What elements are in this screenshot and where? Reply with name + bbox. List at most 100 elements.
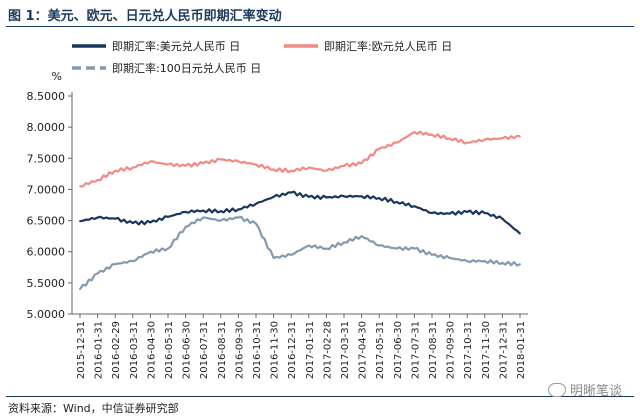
x-tick-label: 2015-12-31 <box>76 321 87 379</box>
data-point <box>290 169 293 172</box>
x-tick-label: 2017-11-30 <box>481 321 492 379</box>
data-point <box>483 138 486 141</box>
data-point <box>431 133 433 136</box>
data-point <box>290 191 293 194</box>
data-point <box>96 272 99 275</box>
data-point <box>167 215 169 218</box>
watermark-text: 明晰笔谈 <box>569 384 622 399</box>
data-point <box>448 137 451 140</box>
x-tick-label: 2017-02-28 <box>322 321 333 379</box>
x-tick-label: 2017-09-30 <box>446 321 457 379</box>
y-tick-label: 7.5000 <box>27 152 66 165</box>
x-tick-label: 2016-03-31 <box>129 321 140 379</box>
data-point <box>431 212 433 214</box>
y-tick-label: 6.0000 <box>27 246 66 259</box>
x-tick-label: 2017-05-31 <box>375 321 386 379</box>
data-point <box>501 217 504 220</box>
y-tick-label: 7.0000 <box>27 183 66 196</box>
data-point <box>325 247 328 250</box>
data-point <box>290 253 293 256</box>
data-point <box>448 257 451 259</box>
x-tick-label: 2016-02-29 <box>111 321 122 379</box>
data-point <box>272 168 275 171</box>
series-line-0 <box>79 190 521 235</box>
data-point <box>131 166 134 169</box>
data-point <box>255 222 257 225</box>
data-point <box>395 141 398 144</box>
data-point <box>325 169 328 172</box>
data-point <box>184 164 187 167</box>
data-point <box>395 247 398 250</box>
x-tick-label: 2016-04-30 <box>146 321 157 379</box>
x-tick-label: 2017-06-30 <box>393 321 404 379</box>
data-point <box>167 163 169 166</box>
x-tick-label: 2016-08-31 <box>217 321 228 379</box>
source-note: 资料来源：Wind，中信证券研究部 <box>8 402 179 415</box>
legend: 即期汇率:美元兑人民币 日 即期汇率:欧元兑人民币 日即期汇率:100日元兑人民币… <box>72 39 452 75</box>
data-point <box>202 209 205 212</box>
data-point <box>167 247 169 250</box>
data-point <box>343 195 345 198</box>
data-point <box>114 217 117 220</box>
data-point <box>237 160 240 163</box>
x-tick-label: 2017-07-31 <box>410 321 421 379</box>
data-point <box>431 253 433 256</box>
data-point <box>219 219 222 222</box>
legend-label: 即期汇率:美元兑人民币 日 <box>112 39 240 53</box>
y-tick-label: 6.5000 <box>27 215 66 228</box>
data-point <box>272 257 275 259</box>
data-point <box>114 169 117 172</box>
data-point <box>501 262 504 264</box>
data-point <box>360 195 363 198</box>
data-point <box>149 221 152 224</box>
data-point <box>237 216 240 219</box>
data-point <box>114 263 117 266</box>
footer-divider <box>6 396 634 397</box>
data-point <box>343 164 345 167</box>
legend-label: 即期汇率:欧元兑人民币 日 <box>324 39 452 53</box>
data-point <box>202 162 205 165</box>
data-point <box>307 244 310 247</box>
data-point <box>184 210 187 213</box>
data-point <box>448 212 451 215</box>
data-point <box>378 244 381 247</box>
x-tick-label: 2016-11-30 <box>270 321 281 379</box>
data-point <box>149 160 152 163</box>
data-point <box>378 148 381 150</box>
data-point <box>184 225 187 228</box>
title-divider <box>6 26 634 27</box>
data-point <box>519 135 521 138</box>
x-tick-label: 2017-08-31 <box>428 321 439 379</box>
data-point <box>325 196 328 199</box>
data-point <box>378 197 381 200</box>
data-point <box>343 241 345 244</box>
legend-label: 即期汇率:100日元兑人民币 日 <box>112 61 261 75</box>
data-point <box>96 216 99 219</box>
data-point <box>307 166 310 169</box>
watermark: 明晰笔谈 <box>547 380 622 399</box>
data-point <box>360 162 363 165</box>
x-tick-label: 2017-03-31 <box>340 321 351 379</box>
x-tick-label: 2016-10-31 <box>252 321 263 379</box>
data-point <box>519 263 521 266</box>
data-point <box>466 210 469 213</box>
x-tick-label: 2017-01-31 <box>305 321 316 379</box>
data-point <box>219 158 222 161</box>
y-tick-label: 8.0000 <box>27 121 66 134</box>
data-point <box>360 235 363 238</box>
y-tick-label: 8.5000 <box>27 90 66 103</box>
data-point <box>237 208 240 211</box>
figure-title: 图 1：美元、欧元、日元兑人民币即期汇率变动 <box>8 9 282 24</box>
data-point <box>413 247 416 250</box>
data-point <box>79 220 81 223</box>
x-tick-label: 2016-09-30 <box>234 321 245 379</box>
x-tick-label: 2018-01-31 <box>516 321 527 379</box>
series-lines <box>79 130 521 290</box>
x-tick-label: 2016-05-31 <box>164 321 175 379</box>
data-point <box>466 141 469 144</box>
x-tick-label: 2016-01-31 <box>94 321 105 379</box>
data-point <box>272 196 275 198</box>
data-point <box>131 260 134 262</box>
data-point <box>219 210 222 213</box>
y-tick-label: 5.0000 <box>27 308 66 321</box>
